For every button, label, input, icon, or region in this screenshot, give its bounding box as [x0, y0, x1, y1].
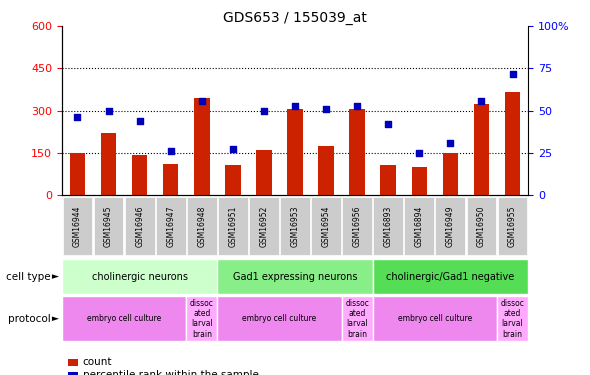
Text: GSM16953: GSM16953 [290, 205, 300, 247]
Bar [132, 155, 148, 195]
Bar [349, 109, 365, 195]
Bar [101, 133, 116, 195]
Text: GSM16944: GSM16944 [73, 205, 82, 247]
Text: dissoc
ated
larval
brain: dissoc ated larval brain [345, 298, 369, 339]
Text: cholinergic neurons: cholinergic neurons [91, 272, 188, 282]
Bar [411, 167, 427, 195]
Text: percentile rank within the sample: percentile rank within the sample [83, 370, 258, 375]
Bar [474, 104, 489, 195]
Text: GSM16949: GSM16949 [446, 205, 455, 247]
Text: GSM16893: GSM16893 [384, 205, 393, 247]
Point [290, 102, 300, 109]
Text: dissoc
ated
larval
brain: dissoc ated larval brain [500, 298, 525, 339]
Point [322, 106, 331, 112]
Text: GSM16947: GSM16947 [166, 205, 175, 247]
Text: embryo cell culture: embryo cell culture [398, 314, 472, 323]
Bar [442, 153, 458, 195]
Point [73, 114, 82, 120]
Text: cell type: cell type [6, 272, 51, 282]
Point [477, 98, 486, 104]
Text: embryo cell culture: embryo cell culture [242, 314, 317, 323]
Text: embryo cell culture: embryo cell culture [87, 314, 161, 323]
Point [445, 140, 455, 146]
Text: protocol: protocol [8, 314, 51, 324]
Text: cholinergic/Gad1 negative: cholinergic/Gad1 negative [386, 272, 514, 282]
Text: GSM16945: GSM16945 [104, 205, 113, 247]
Text: GSM16954: GSM16954 [322, 205, 330, 247]
Bar [70, 153, 85, 195]
Bar [225, 165, 241, 195]
Text: GSM16894: GSM16894 [415, 205, 424, 247]
Bar [163, 164, 178, 195]
Bar [318, 146, 334, 195]
Text: GDS653 / 155039_at: GDS653 / 155039_at [223, 11, 367, 25]
Point [508, 70, 517, 76]
Text: count: count [83, 357, 112, 367]
Point [384, 121, 393, 127]
Point [259, 108, 268, 114]
Bar [256, 150, 271, 195]
Text: GSM16951: GSM16951 [228, 205, 237, 247]
Bar [194, 98, 209, 195]
Text: GSM16950: GSM16950 [477, 205, 486, 247]
Text: GSM16955: GSM16955 [508, 205, 517, 247]
Text: GSM16946: GSM16946 [135, 205, 144, 247]
Point [135, 118, 145, 124]
Point [104, 108, 113, 114]
Point [228, 146, 238, 152]
Bar [381, 165, 396, 195]
Text: GSM16948: GSM16948 [197, 205, 206, 247]
Bar [504, 92, 520, 195]
Point [197, 98, 206, 104]
Point [415, 150, 424, 156]
Text: GSM16956: GSM16956 [353, 205, 362, 247]
Text: Gad1 expressing neurons: Gad1 expressing neurons [232, 272, 358, 282]
Text: GSM16952: GSM16952 [260, 205, 268, 247]
Bar [287, 109, 303, 195]
Text: dissoc
ated
larval
brain: dissoc ated larval brain [190, 298, 214, 339]
Point [352, 102, 362, 109]
Point [166, 148, 175, 154]
